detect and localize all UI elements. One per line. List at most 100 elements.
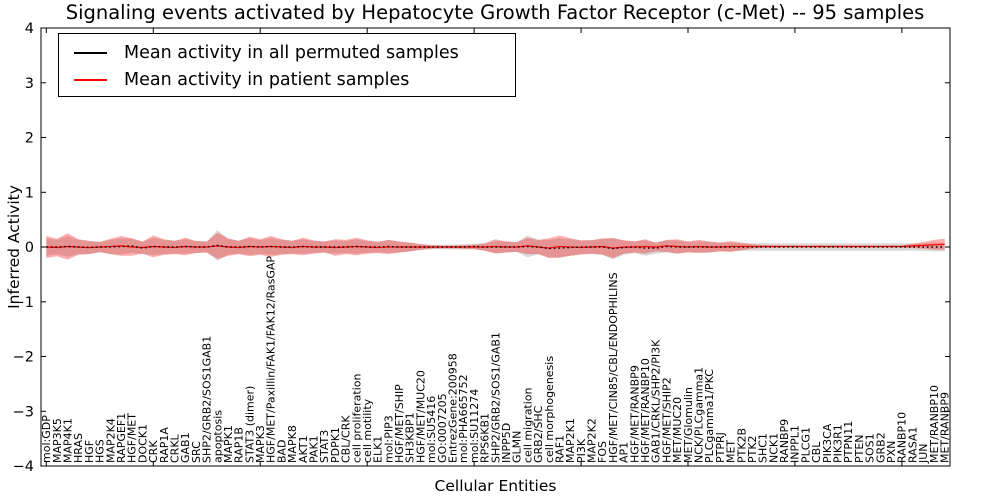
x-tick-label: PLCgamma1/PKC bbox=[703, 369, 716, 463]
x-tick-label: MET/RANBP10 bbox=[928, 385, 941, 463]
legend: Mean activity in all permuted samples Me… bbox=[58, 33, 516, 97]
y-tick-label: 4 bbox=[25, 21, 34, 37]
x-tick-label: HGF/MET/SHIP2 bbox=[660, 377, 673, 463]
x-tick-label: AP1 bbox=[618, 442, 631, 463]
x-tick-label: RPS6KB1 bbox=[479, 413, 492, 463]
x-tick-label: RANBP9 bbox=[778, 419, 791, 463]
y-tick-label: 0 bbox=[25, 240, 34, 256]
y-tick-label: −3 bbox=[13, 404, 34, 420]
x-tick-label: MET/MUC20 bbox=[671, 397, 684, 463]
x-tick-label: MET bbox=[725, 440, 738, 463]
x-tick-label: GRB2 bbox=[874, 432, 887, 463]
x-tick-label: CRK bbox=[147, 440, 160, 463]
x-tick-label: SOS1 bbox=[864, 433, 877, 463]
x-tick-label: RAP1B bbox=[233, 427, 246, 463]
x-tick-label: PTPN11 bbox=[842, 421, 855, 463]
x-tick-label: AKT1 bbox=[297, 435, 310, 463]
legend-label-permuted: Mean activity in all permuted samples bbox=[124, 42, 459, 63]
x-tick-label: INPPL1 bbox=[789, 425, 802, 463]
x-tick-label: PAK1 bbox=[308, 435, 321, 463]
permuted-std-band bbox=[46, 230, 945, 261]
x-tick-label: DOCK1 bbox=[136, 424, 149, 463]
x-tick-label: CBL bbox=[810, 441, 823, 463]
x-tick-label: mol:SU5416 bbox=[425, 396, 438, 463]
x-tick-label: PIK3CA bbox=[821, 423, 834, 463]
x-tick-label: STAT3 (dimer) bbox=[243, 386, 256, 463]
x-tick-label: apoptosis bbox=[211, 410, 224, 463]
x-tick-label: PIK3R1 bbox=[832, 424, 845, 463]
x-tick-label: RASA1 bbox=[906, 427, 919, 463]
x-tick-label: SHC1 bbox=[757, 433, 770, 463]
x-axis-title: Cellular Entities bbox=[434, 477, 557, 495]
x-tick-label: RANBP10 bbox=[896, 412, 909, 463]
x-tick-label: MAP3K5 bbox=[51, 418, 64, 463]
x-tick-label: cell proliferation bbox=[350, 373, 363, 463]
x-tick-label: cell morphogenesis bbox=[543, 356, 556, 463]
x-tick-label: MAP2K2 bbox=[586, 418, 599, 463]
x-tick-label: FOS bbox=[596, 441, 609, 463]
x-tick-label: PTPRJ bbox=[714, 432, 727, 463]
x-tick-label: EntrezGene:200958 bbox=[447, 353, 460, 463]
x-tick-label: GO:0007205 bbox=[436, 393, 449, 463]
x-tick-label: INPP5D bbox=[500, 423, 513, 463]
x-tick-label: HGF bbox=[83, 440, 96, 463]
x-tick-label: MAP2K1 bbox=[564, 418, 577, 463]
legend-item-permuted: Mean activity in all permuted samples bbox=[74, 39, 515, 66]
x-tick-label: HGS bbox=[94, 439, 107, 463]
x-tick-label: PTK2B bbox=[735, 428, 748, 463]
x-tick-label: SRC bbox=[190, 441, 203, 463]
x-tick-label: HGF/MET/RANBP9 bbox=[628, 365, 641, 463]
x-tick-label: cell motility bbox=[361, 398, 374, 463]
y-axis-title: Inferred Activity bbox=[5, 185, 23, 309]
y-tick-label: 2 bbox=[25, 131, 34, 147]
x-tick-label: HGF/MET/CIN85/CBL/ENDOPHILINS bbox=[607, 272, 620, 463]
x-tick-label: PDPK1 bbox=[329, 427, 342, 463]
x-tick-label: MET/Glomulin bbox=[682, 387, 695, 463]
x-tick-label: HGF/MET/SHIP bbox=[393, 384, 406, 463]
x-tick-label: GAB1 bbox=[179, 432, 192, 463]
x-tick-label: MAPK8 bbox=[286, 425, 299, 463]
permuted-line-swatch bbox=[74, 51, 107, 54]
x-tick-label: MAPK3 bbox=[254, 425, 267, 463]
x-tick-label: SHP2/GRB2/SOS1GAB1 bbox=[201, 336, 214, 463]
x-tick-label: JUN bbox=[917, 443, 930, 464]
x-tick-label: BAD bbox=[275, 439, 288, 463]
x-tick-label: PXN bbox=[885, 441, 898, 463]
x-tick-label: PTEN bbox=[853, 434, 866, 463]
x-tick-label: mol:GDP bbox=[40, 415, 53, 463]
x-tick-label: NCK1 bbox=[767, 433, 780, 463]
permuted-mean-line bbox=[46, 244, 945, 250]
x-tick-label: GAB1/CRKL/SHP2/PI3K bbox=[650, 339, 663, 463]
x-tick-label: MET/RANBP9 bbox=[938, 392, 951, 463]
x-tick-label: MAPK1 bbox=[222, 425, 235, 463]
x-tick-label: CRKL bbox=[168, 433, 181, 463]
x-tick-label: CBL/CRK bbox=[340, 415, 353, 463]
x-tick-label: HGF/MET/MUC20 bbox=[414, 370, 427, 463]
x-tick-label: HGF/MET bbox=[126, 413, 139, 463]
x-tick-label: RAP1A bbox=[158, 427, 171, 463]
y-tick-label: −1 bbox=[13, 295, 34, 311]
legend-label-patient: Mean activity in patient samples bbox=[124, 69, 410, 90]
x-tick-label: STAT3 bbox=[318, 430, 331, 463]
x-tick-label: HGF/MET/Paxillin/FAK1/FAK12/RasGAP bbox=[265, 256, 278, 463]
x-tick-label: MAP2K4 bbox=[104, 418, 117, 463]
x-tick-label: NCK/PLCgamma1 bbox=[692, 367, 705, 463]
x-tick-label: mol:PIP3 bbox=[382, 415, 395, 463]
patient-line-swatch bbox=[74, 78, 107, 81]
x-tick-label: PLCG1 bbox=[799, 427, 812, 463]
x-tick-label: SHP2/GRB2/SOS1/GAB1 bbox=[489, 332, 502, 463]
y-tick-label: 1 bbox=[25, 185, 34, 201]
x-tick-label: MAP4K1 bbox=[62, 418, 75, 463]
y-tick-label: −4 bbox=[13, 459, 34, 475]
x-tick-label: HGF/MET/RANBP10 bbox=[639, 358, 652, 463]
x-tick-label: mol:PHA665752 bbox=[457, 374, 470, 463]
y-tick-label: 3 bbox=[25, 76, 34, 92]
legend-item-patient: Mean activity in patient samples bbox=[74, 66, 515, 93]
x-tick-label: PTK2 bbox=[746, 435, 759, 463]
x-tick-label: RAF1 bbox=[553, 435, 566, 463]
x-tick-label: GRB2/SHC bbox=[532, 405, 545, 463]
x-tick-label: PI3K bbox=[575, 438, 588, 463]
x-tick-label: GLMN bbox=[511, 431, 524, 463]
